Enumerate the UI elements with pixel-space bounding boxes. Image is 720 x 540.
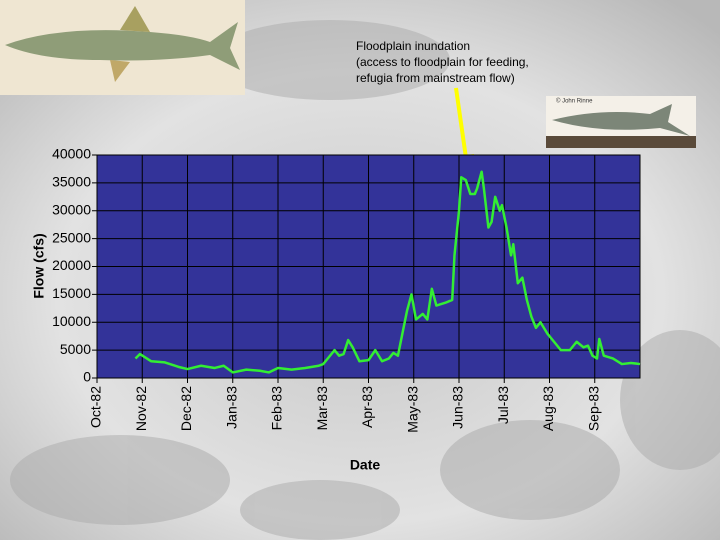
flow-line [134, 170, 641, 374]
y-tick-label: 20000 [52, 257, 91, 273]
y-tick-label: 40000 [52, 146, 91, 162]
y-tick-label: 35000 [52, 174, 91, 190]
x-tick-label: Jan-83 [223, 386, 239, 429]
y-tick-label: 25000 [52, 229, 91, 245]
x-tick-label: Sep-83 [585, 386, 601, 431]
y-tick-label: 10000 [52, 313, 91, 329]
x-tick-label: Dec-82 [178, 386, 194, 431]
x-tick-label: Mar-83 [314, 386, 330, 431]
x-tick-label: May-83 [404, 386, 420, 433]
x-tick-label: Jun-83 [450, 386, 466, 429]
y-tick-label: 5000 [60, 341, 91, 357]
x-tick-label: Nov-82 [133, 386, 149, 431]
x-tick-label: Oct-82 [88, 386, 104, 428]
y-tick-label: 30000 [52, 201, 91, 217]
plot: 0 5000 10000 15000 20000 25000 30000 35000 40000… [52, 146, 641, 433]
fish-image-left [0, 0, 245, 95]
annotation-line: Floodplain inundation [356, 39, 470, 53]
y-axis-title: Flow (cfs) [31, 233, 47, 298]
y-tick-label: 15000 [52, 285, 91, 301]
x-tick-label: Jul-83 [495, 386, 511, 424]
image-credit: © John Rinne [556, 98, 593, 105]
annotation-line: refugia from mainstream flow) [356, 71, 515, 85]
rocks [10, 20, 720, 540]
x-tick-label: Apr-83 [359, 386, 375, 428]
x-tick-label: Feb-83 [269, 386, 285, 431]
x-tick-label: Aug-83 [540, 386, 556, 431]
fish-image-right: © John Rinne [546, 96, 696, 148]
annotation-line: (access to floodplain for feeding, [356, 55, 529, 69]
x-axis-title: Date [350, 457, 381, 473]
annotation: Floodplain inundation (access to floodpl… [356, 39, 529, 85]
y-tick-label: 0 [83, 369, 91, 385]
